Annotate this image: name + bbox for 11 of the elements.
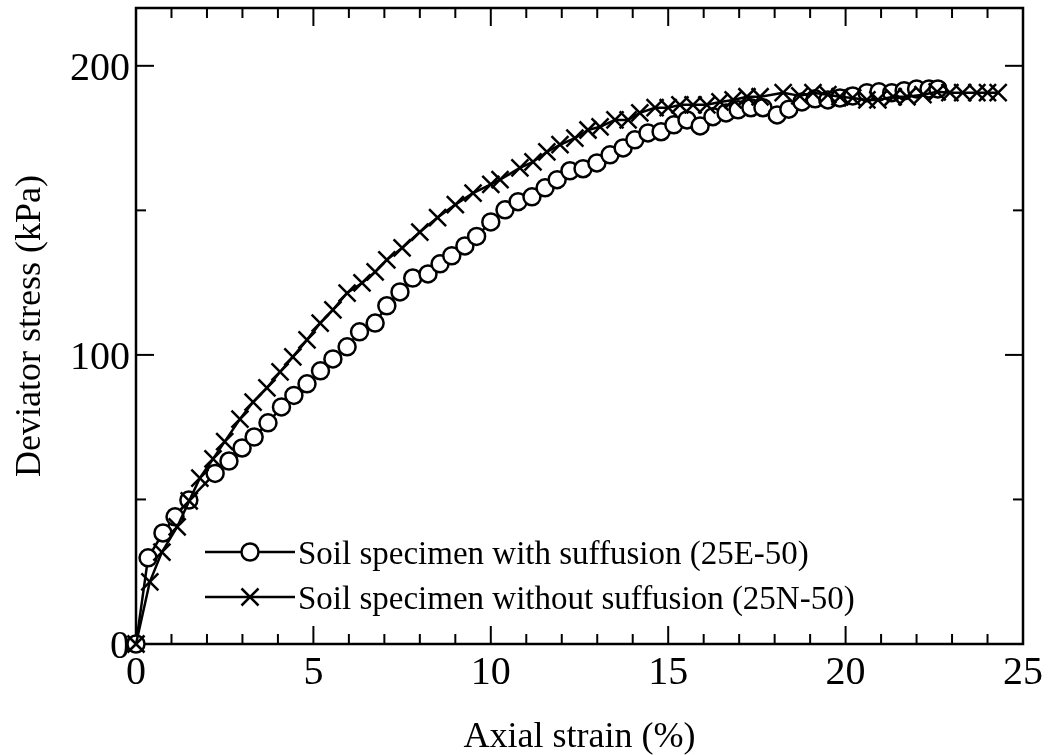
x-axis-title: Axial strain (%): [463, 715, 696, 755]
y-tick-label: 100: [70, 332, 130, 378]
legend-label: Soil specimen with suffusion (25E-50): [298, 534, 809, 572]
x-tick-label: 15: [648, 648, 689, 693]
x-tick-label: 5: [303, 648, 324, 693]
x-tick-label: 25: [1003, 648, 1043, 693]
y-axis-title: Deviator stress (kPa): [8, 175, 48, 477]
x-tick-label: 20: [825, 648, 866, 693]
y-tick-label: 200: [70, 43, 130, 89]
x-tick-label: 10: [470, 648, 511, 693]
legend-label: Soil specimen without suffusion (25N-50): [298, 579, 855, 617]
